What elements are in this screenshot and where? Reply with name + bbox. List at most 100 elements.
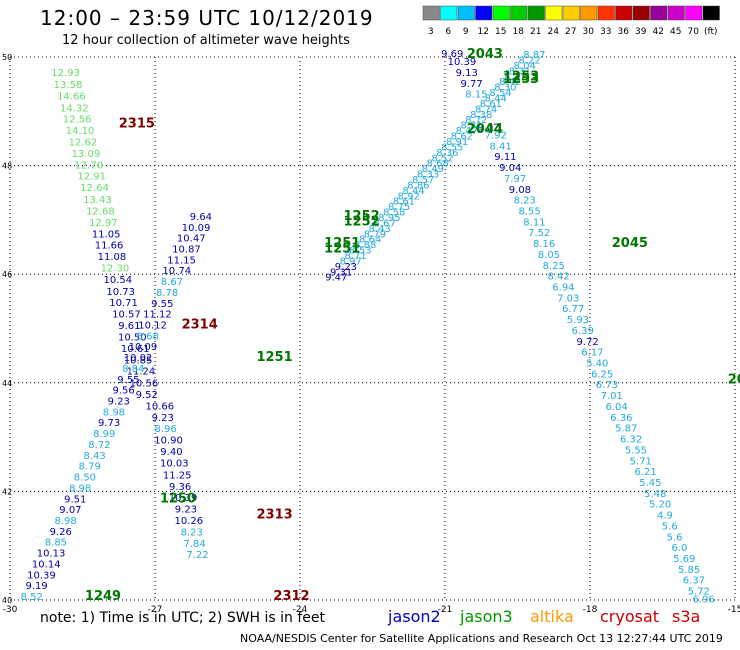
swh-value-jason3: 6.37	[683, 576, 705, 587]
swh-value-cryosat: 9.61	[118, 321, 140, 332]
swh-value-cryosat: 10.56	[130, 379, 159, 390]
swh-value-cryosat: 12.64	[80, 183, 109, 194]
swh-value-cryosat: 10.54	[103, 275, 132, 286]
swh-value-jason3: 6.39	[572, 326, 594, 337]
swh-value-jason3: 5.6	[662, 521, 678, 532]
swh-value-altika: 9.47	[325, 273, 347, 284]
swh-value-jason2: 9.55	[151, 299, 173, 310]
swh-value-cryosat: 13.43	[83, 195, 112, 206]
swh-value-altika: 8.88	[354, 240, 376, 251]
scale-label: 6	[445, 27, 451, 37]
swh-value-cryosat: 14.66	[57, 91, 86, 102]
scale-label: 24	[548, 27, 560, 37]
swh-value-altika: 9.23	[335, 262, 357, 273]
swh-value-jason2: 10.02	[124, 353, 153, 364]
swh-value-altika: 8.67	[373, 218, 395, 229]
time-label: 1251	[324, 241, 360, 256]
swh-value-jason2: 8.85	[45, 538, 67, 549]
time-label: 1250	[160, 491, 196, 506]
swh-value-jason3: 6.77	[562, 304, 584, 315]
swh-value-altika: 8.47	[456, 126, 478, 137]
scale-label: 42	[653, 27, 664, 37]
swh-value-jason3: 7.97	[504, 174, 526, 185]
swh-value-altika: 8.62	[451, 132, 473, 143]
swh-value-jason2: 9.55	[117, 375, 139, 386]
time-label: 2043	[467, 47, 503, 62]
swh-value-altika: 8.55	[441, 142, 463, 153]
scale-swatch	[527, 5, 545, 21]
swh-value-jason2: 8.98	[54, 516, 76, 527]
swh-value-jason3: 5.40	[586, 359, 608, 370]
swh-value-cryosat: 10.26	[175, 516, 204, 527]
swh-value-altika: 8.52	[431, 153, 453, 164]
swh-value-jason3: 10.39	[448, 57, 477, 68]
legend-jason3: jason3	[460, 607, 513, 626]
scale-swatch	[615, 5, 633, 21]
swh-value-cryosat: 11.05	[92, 229, 121, 240]
swh-value-cryosat: 10.85	[124, 355, 153, 366]
swh-value-cryosat: 10.66	[146, 401, 175, 412]
scale-swatch	[510, 5, 528, 21]
swh-value-cryosat: 10.39	[169, 493, 198, 504]
swh-value-cryosat: 9.52	[136, 390, 158, 401]
swh-value-altika: 8.75	[388, 202, 410, 213]
swh-value-cryosat: 10.61	[121, 344, 150, 355]
swh-value-jason2: 8.84	[122, 364, 144, 375]
time-label: 2314	[182, 318, 218, 333]
swh-value-cryosat: 14.32	[60, 103, 89, 114]
swh-value-jason3: 7.03	[557, 293, 579, 304]
scale-label: 18	[513, 27, 525, 37]
footer-credit: NOAA/NESDIS Center for Satellite Applica…	[240, 632, 723, 645]
swh-value-jason2: 9.64	[190, 212, 212, 223]
swh-value-jason3: 6.21	[634, 467, 656, 478]
swh-value-cryosat: 13.58	[54, 80, 83, 91]
swh-value-jason3: 7.52	[528, 228, 550, 239]
time-label: 2045	[612, 236, 648, 251]
swh-value-jason2: 8.98	[103, 407, 125, 418]
swh-value-jason3: 9.02	[477, 122, 499, 133]
scale-label: 12	[478, 27, 489, 37]
swh-value-altika: 8.42	[499, 77, 521, 88]
swh-value-jason3: 5.69	[673, 554, 695, 565]
swh-value-altika: 9.31	[330, 267, 352, 278]
swh-value-cryosat: 12.97	[89, 218, 118, 229]
swh-value-altika: 8.71	[344, 251, 366, 262]
swh-value-jason2: 8.43	[83, 451, 105, 462]
swh-value-jason3: 5.93	[567, 315, 589, 326]
scale-swatch	[685, 5, 703, 21]
swh-value-jason2: 9.23	[108, 397, 130, 408]
x-tick-label: -24	[293, 605, 308, 615]
swh-value-cryosat: 10.71	[109, 298, 138, 309]
scale-label: 3	[428, 27, 434, 37]
swh-value-jason2: 8.99	[93, 429, 115, 440]
x-tick-label: -27	[148, 605, 163, 615]
swh-value-jason3: 9.08	[509, 185, 531, 196]
swh-value-jason3: 6.32	[620, 435, 642, 446]
swh-value-altika: 8.64	[359, 235, 381, 246]
swh-value-jason2: 8.67	[161, 277, 183, 288]
swh-value-cryosat: 11.24	[127, 367, 156, 378]
swh-value-jason3: 5.72	[688, 587, 710, 598]
swh-value-jason3: 5.55	[625, 445, 647, 456]
swh-value-jason3: 6.25	[591, 369, 613, 380]
swh-value-jason3: 8.42	[547, 272, 569, 283]
swh-value-cryosat: 13.09	[72, 149, 101, 160]
scale-swatch	[457, 5, 475, 21]
swh-value-cryosat: 9.36	[169, 482, 191, 493]
legend-altika: altika	[530, 607, 574, 626]
swh-value-altika: 8.54	[489, 88, 511, 99]
chart-subtitle: 12 hour collection of altimeter wave hei…	[62, 33, 350, 48]
swh-value-jason2: 10.09	[129, 342, 158, 353]
swh-value-cryosat: 9.23	[175, 505, 197, 516]
scale-label: 70	[688, 27, 700, 37]
scale-swatch	[650, 5, 668, 21]
swh-value-jason3: 8.15	[465, 90, 487, 101]
swh-value-jason2: 8.50	[74, 473, 96, 484]
swh-value-jason2: 9.51	[64, 494, 86, 505]
swh-value-altika: 8.58	[383, 208, 405, 219]
time-label: 1251	[257, 350, 293, 365]
swh-value-jason3: 6.04	[605, 402, 627, 413]
swh-value-cryosat: 14.10	[66, 126, 95, 137]
x-tick-label: -21	[438, 605, 453, 615]
